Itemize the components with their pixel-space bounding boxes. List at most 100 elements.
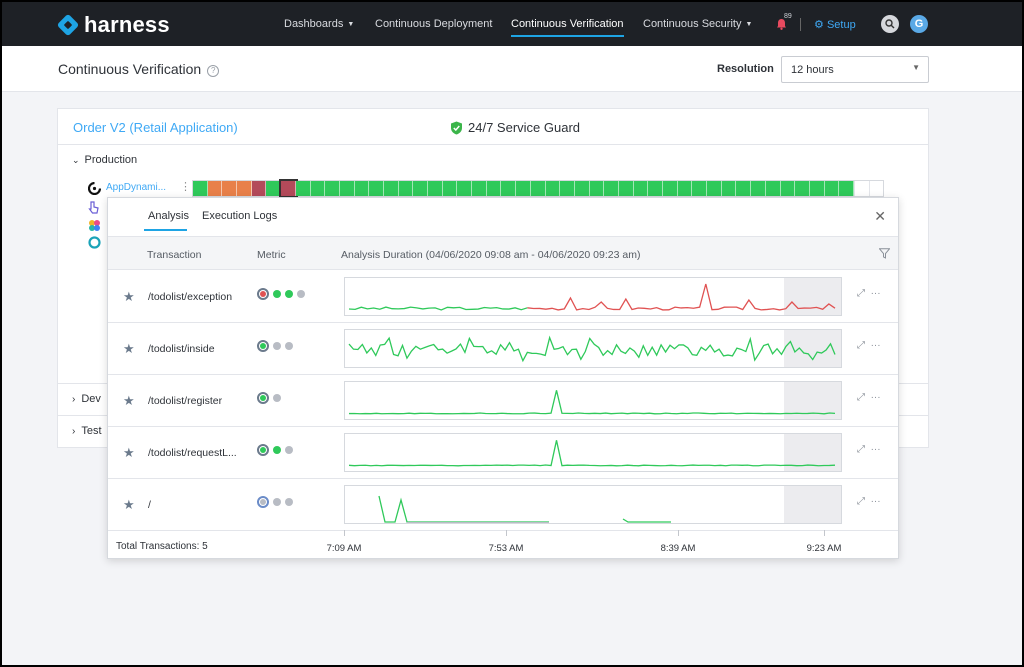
- star-icon[interactable]: ★: [123, 341, 135, 356]
- heatmap-cell[interactable]: [310, 181, 326, 196]
- heatmap-cell[interactable]: [457, 181, 473, 196]
- heatmap-cell[interactable]: [369, 181, 384, 196]
- heatmap-cell[interactable]: [648, 181, 663, 196]
- heatmap-cell[interactable]: [751, 181, 766, 196]
- heatmap-cell[interactable]: [339, 181, 355, 196]
- more-options-icon[interactable]: ···: [870, 496, 881, 507]
- more-options-icon[interactable]: ···: [870, 392, 881, 403]
- heatmap-cell[interactable]: [207, 181, 223, 196]
- heatmap-cell[interactable]: [279, 179, 298, 198]
- heatmap-cell[interactable]: [325, 181, 340, 196]
- star-icon[interactable]: ★: [123, 497, 135, 512]
- heatmap-cell[interactable]: [413, 181, 428, 196]
- metric-status-dot[interactable]: [273, 498, 281, 506]
- heatmap-cell[interactable]: [736, 181, 752, 196]
- heatmap-cell[interactable]: [574, 181, 590, 196]
- nav-continuous-verification[interactable]: Continuous Verification: [511, 18, 624, 37]
- close-icon[interactable]: ✕: [874, 208, 886, 224]
- heatmap-cell[interactable]: [560, 181, 575, 196]
- heatmap-cell[interactable]: [266, 181, 282, 196]
- heatmap-cell[interactable]: [486, 181, 502, 196]
- heatmap-cell[interactable]: [428, 181, 443, 196]
- nav-continuous-deployment[interactable]: Continuous Deployment: [375, 18, 492, 30]
- filter-icon[interactable]: [879, 248, 890, 259]
- env-dev-toggle[interactable]: › Dev: [72, 393, 101, 405]
- table-row[interactable]: ★ / ⤢ ···: [108, 479, 898, 531]
- metric-status-dot[interactable]: [273, 394, 281, 402]
- expand-icon[interactable]: ⤢: [857, 288, 865, 299]
- metric-status-dot[interactable]: [257, 444, 269, 456]
- more-options-icon[interactable]: ···: [870, 288, 881, 299]
- metric-status-dot[interactable]: [273, 342, 281, 350]
- metric-status-dot[interactable]: [285, 446, 293, 454]
- star-icon[interactable]: ★: [123, 445, 135, 460]
- heatmap-cell[interactable]: [824, 181, 840, 196]
- metric-status-dot[interactable]: [285, 290, 293, 298]
- env-test-toggle[interactable]: › Test: [72, 425, 102, 437]
- expand-icon[interactable]: ⤢: [857, 444, 865, 455]
- heatmap-cell[interactable]: [868, 181, 884, 196]
- expand-icon[interactable]: ⤢: [857, 392, 865, 403]
- app-name-link[interactable]: AppDynami...: [106, 182, 167, 193]
- heatmap-cell[interactable]: [251, 181, 267, 196]
- heatmap-cell[interactable]: [442, 181, 458, 196]
- metric-status-dot[interactable]: [257, 288, 269, 300]
- more-options-icon[interactable]: ···: [870, 444, 881, 455]
- tab-analysis[interactable]: Analysis: [148, 210, 189, 222]
- star-icon[interactable]: ★: [123, 289, 135, 304]
- harness-logo[interactable]: harness: [57, 12, 170, 38]
- heatmap-cell[interactable]: [604, 181, 619, 196]
- heatmap-cell[interactable]: [809, 181, 825, 196]
- help-icon[interactable]: ?: [207, 64, 220, 77]
- bell-icon[interactable]: [776, 18, 787, 30]
- heatmap-cell[interactable]: [765, 181, 781, 196]
- star-icon[interactable]: ★: [123, 393, 135, 408]
- heatmap-cell[interactable]: [721, 181, 737, 196]
- heatmap-cell[interactable]: [354, 181, 370, 196]
- table-row[interactable]: ★ /todolist/exception ⤢ ···: [108, 271, 898, 323]
- heatmap-cell[interactable]: [295, 181, 311, 196]
- heatmap-cell[interactable]: [839, 181, 854, 196]
- heatmap-cell[interactable]: [398, 181, 414, 196]
- heatmap-cell[interactable]: [472, 181, 487, 196]
- metric-status-dot[interactable]: [285, 498, 293, 506]
- table-row[interactable]: ★ /todolist/requestL... ⤢ ···: [108, 427, 898, 479]
- heatmap-cell[interactable]: [193, 181, 208, 196]
- expand-icon[interactable]: ⤢: [857, 496, 865, 507]
- more-options-icon[interactable]: ⋮: [180, 181, 191, 193]
- tab-execution-logs[interactable]: Execution Logs: [202, 210, 278, 222]
- heatmap-cell[interactable]: [853, 181, 869, 196]
- heatmap-cell[interactable]: [663, 181, 678, 196]
- user-avatar[interactable]: G: [910, 15, 928, 33]
- env-production-toggle[interactable]: ⌄ Production: [72, 154, 137, 166]
- metric-status-dot[interactable]: [257, 340, 269, 352]
- heatmap-cell[interactable]: [383, 181, 399, 196]
- heatmap-cell[interactable]: [222, 181, 238, 196]
- more-options-icon[interactable]: ···: [870, 340, 881, 351]
- heatmap-cell[interactable]: [780, 181, 796, 196]
- heatmap-cell[interactable]: [501, 181, 517, 196]
- heatmap-cell[interactable]: [707, 181, 722, 196]
- metric-status-dot[interactable]: [273, 446, 281, 454]
- metric-status-dot[interactable]: [285, 342, 293, 350]
- table-row[interactable]: ★ /todolist/register ⤢ ···: [108, 375, 898, 427]
- metric-status-dot[interactable]: [257, 392, 269, 404]
- metric-status-dot[interactable]: [257, 496, 269, 508]
- expand-icon[interactable]: ⤢: [857, 340, 865, 351]
- heatmap-cell[interactable]: [530, 181, 546, 196]
- search-button[interactable]: [881, 15, 899, 33]
- heatmap-cell[interactable]: [545, 181, 561, 196]
- nav-continuous-security[interactable]: Continuous Security ▼: [643, 18, 752, 30]
- metric-status-dot[interactable]: [273, 290, 281, 298]
- heatmap-cell[interactable]: [677, 181, 693, 196]
- table-row[interactable]: ★ /todolist/inside ⤢ ···: [108, 323, 898, 375]
- resolution-select[interactable]: 12 hours ▼: [781, 56, 929, 83]
- setup-link[interactable]: ⚙ Setup: [814, 18, 856, 31]
- nav-dashboards[interactable]: Dashboards ▼: [284, 18, 354, 30]
- heatmap-cell[interactable]: [795, 181, 810, 196]
- metric-status-dot[interactable]: [297, 290, 305, 298]
- heatmap-cell[interactable]: [618, 181, 634, 196]
- heatmap-cell[interactable]: [516, 181, 531, 196]
- service-title-link[interactable]: Order V2 (Retail Application): [73, 120, 238, 135]
- heatmap-cell[interactable]: [692, 181, 708, 196]
